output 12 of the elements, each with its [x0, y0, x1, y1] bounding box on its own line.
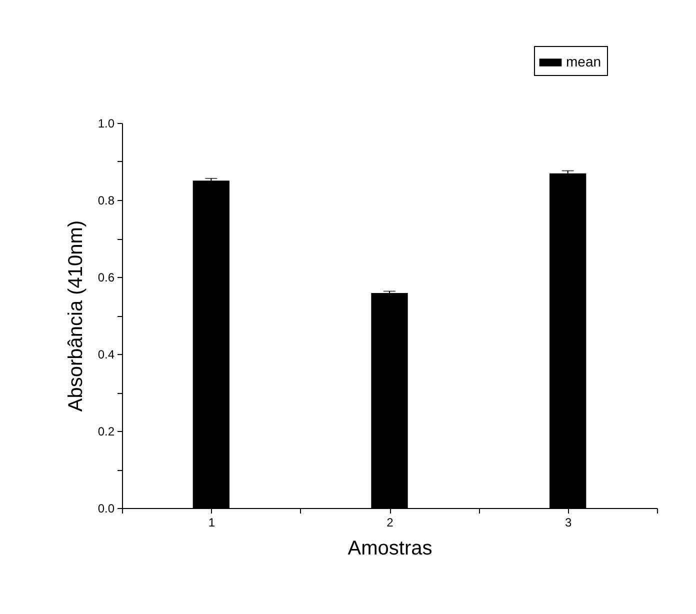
legend-label: mean: [566, 54, 602, 70]
y-tick-label: 0.0: [98, 502, 115, 516]
x-axis-title: Amostras: [348, 538, 432, 560]
y-tick-label: 1.0: [98, 116, 115, 130]
x-tick-label: 1: [208, 516, 216, 530]
y-tick-label: 0.2: [98, 424, 115, 438]
x-tick-label: 2: [386, 516, 394, 530]
y-tick-label: 0.8: [98, 194, 115, 208]
x-tick-label: 3: [564, 516, 572, 530]
y-axis-title: Absorbância (410nm): [64, 220, 87, 412]
y-tick-label: 0.6: [98, 270, 115, 284]
y-tick-label: 0.4: [98, 348, 115, 362]
